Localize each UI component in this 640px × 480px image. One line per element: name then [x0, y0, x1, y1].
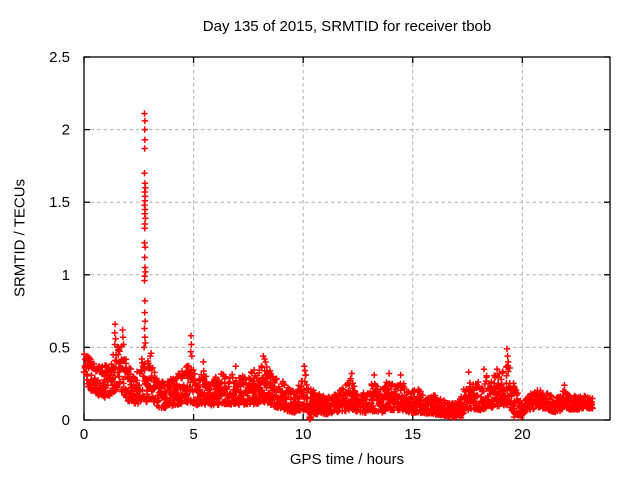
x-tick-label: 5 [189, 426, 197, 443]
chart-title: Day 135 of 2015, SRMTID for receiver tbo… [202, 18, 492, 35]
y-tick-label: 1.5 [49, 194, 70, 211]
y-tick-label: 1 [62, 267, 70, 284]
x-tick-label: 15 [404, 426, 421, 443]
y-axis-label: SRMTID / TECUs [11, 178, 29, 298]
y-tick-label: 2.5 [49, 49, 70, 66]
y-tick-label: 0.5 [49, 339, 70, 356]
y-tick-label: 2 [62, 122, 70, 139]
x-tick-label: 10 [295, 426, 312, 443]
x-axis-label: GPS time / hours [289, 451, 405, 468]
plot-border [83, 56, 611, 421]
y-tick-label: 0 [62, 412, 70, 429]
x-tick-label: 0 [80, 426, 88, 443]
x-tick-label: 20 [514, 426, 531, 443]
data-points [80, 110, 596, 423]
